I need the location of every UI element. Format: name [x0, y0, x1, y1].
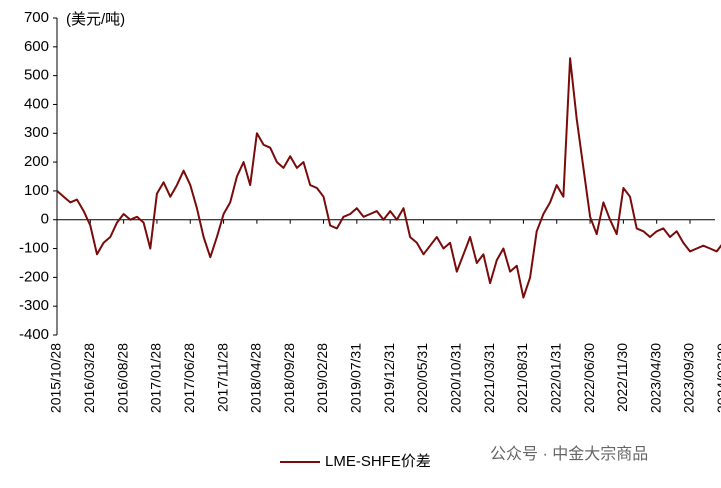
y-tick-label: -200: [19, 268, 49, 285]
y-tick-label: 100: [24, 182, 49, 199]
y-unit-label: (美元/吨): [66, 11, 125, 28]
x-tick-label: 2016/03/28: [81, 343, 97, 413]
x-tick-label: 2016/08/28: [114, 343, 130, 413]
x-tick-label: 2021/08/31: [514, 343, 530, 413]
y-tick-label: 500: [24, 67, 49, 84]
y-tick-label: 600: [24, 38, 49, 55]
x-tick-label: 2019/12/31: [381, 343, 397, 413]
legend-label: LME-SHFE价差: [325, 453, 431, 470]
x-tick-label: 2024/02/29: [714, 343, 721, 413]
y-tick-label: -400: [19, 326, 49, 343]
x-tick-label: 2023/09/30: [681, 343, 697, 413]
y-tick-label: -300: [19, 297, 49, 314]
x-tick-label: 2019/07/31: [348, 343, 364, 413]
watermark: 公众号 · 中金大宗商品: [490, 445, 648, 463]
x-tick-label: 2022/06/30: [581, 343, 597, 413]
y-tick-label: 400: [24, 95, 49, 112]
x-tick-label: 2017/11/28: [214, 343, 230, 412]
x-tick-label: 2018/09/28: [281, 343, 297, 413]
x-tick-label: 2020/05/31: [414, 343, 430, 413]
y-tick-label: 700: [24, 9, 49, 26]
x-tick-label: 2021/03/31: [481, 343, 497, 413]
series-line: [56, 57, 721, 299]
x-tick-label: 2022/11/30: [614, 343, 630, 412]
x-tick-label: 2023/04/30: [647, 343, 663, 413]
x-tick-label: 2019/02/28: [314, 343, 330, 413]
x-tick-label: 2017/01/28: [148, 343, 164, 413]
x-tick-label: 2017/06/28: [181, 343, 197, 413]
y-tick-label: 300: [24, 124, 49, 141]
y-tick-label: 0: [41, 211, 49, 228]
x-tick-label: 2020/10/31: [447, 343, 463, 413]
x-tick-label: 2022/01/31: [547, 343, 563, 413]
x-tick-label: 2018/04/28: [248, 343, 264, 413]
y-tick-label: 200: [24, 153, 49, 170]
y-tick-label: -100: [19, 240, 49, 257]
x-tick-label: 2015/10/28: [48, 343, 64, 413]
